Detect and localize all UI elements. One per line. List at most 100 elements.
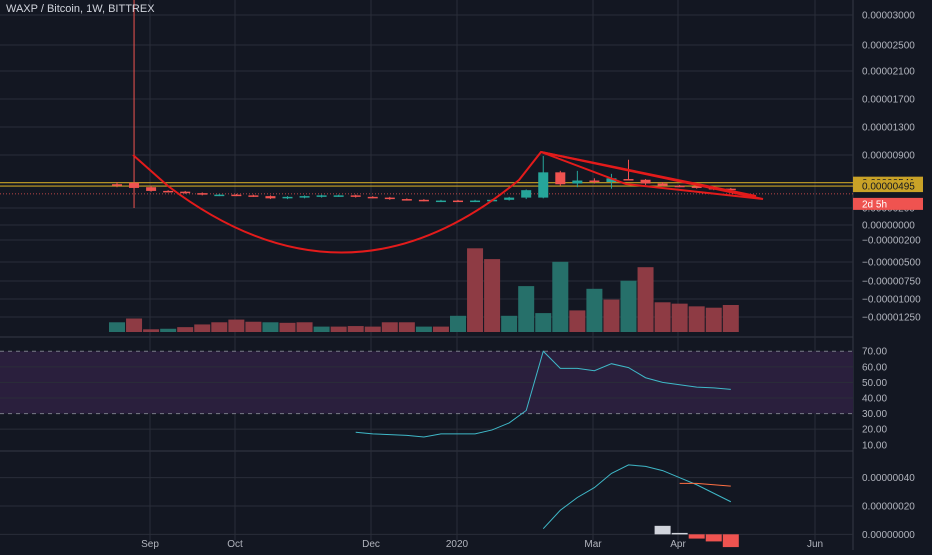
price-axis-label: 0.00000000 bbox=[862, 221, 915, 232]
price-axis-label: 0.00002100 bbox=[862, 67, 915, 78]
volume-bar bbox=[109, 322, 125, 332]
price-tag-label: 0.00000495 bbox=[862, 182, 915, 193]
candle-body bbox=[589, 180, 600, 183]
rsi-axis-label: 10.00 bbox=[862, 440, 887, 451]
volume-bar bbox=[501, 315, 518, 332]
price-axis-label: 0.00003000 bbox=[862, 11, 915, 22]
rsi-axis-label: 50.00 bbox=[862, 378, 887, 389]
volume-bar bbox=[620, 280, 637, 332]
price-tag-background bbox=[853, 197, 923, 210]
x-axis-label: Mar bbox=[584, 539, 602, 550]
volume-bar bbox=[228, 319, 245, 332]
volume-bar bbox=[671, 303, 688, 332]
volume-bar bbox=[398, 322, 415, 332]
candle-body bbox=[435, 200, 446, 203]
volume-bar bbox=[143, 329, 160, 332]
price-tag-label: 2d 5h bbox=[862, 199, 887, 210]
candle-body bbox=[657, 183, 668, 186]
volume-bar bbox=[262, 322, 279, 332]
volume-bar bbox=[313, 326, 330, 332]
candle-body bbox=[197, 193, 208, 195]
candle-body bbox=[572, 180, 583, 184]
volume-bar bbox=[245, 321, 262, 332]
rsi-axis-label: 40.00 bbox=[862, 394, 887, 405]
volume-bar bbox=[296, 322, 313, 332]
candle-body bbox=[316, 195, 327, 197]
x-axis-label: Jun bbox=[807, 539, 823, 550]
x-axis-label: Dec bbox=[362, 539, 380, 550]
volume-bar bbox=[330, 326, 347, 332]
volume-bar bbox=[211, 322, 228, 332]
volume-bar bbox=[603, 299, 620, 332]
price-axis-label: −0.00001000 bbox=[862, 295, 921, 306]
handle-wedge-drawing bbox=[540, 151, 764, 200]
volume-bar bbox=[194, 324, 211, 332]
macd-axis-label: 0.00000000 bbox=[862, 530, 915, 541]
volume-bar bbox=[381, 322, 398, 332]
volume-bar bbox=[347, 326, 364, 332]
volume-bar bbox=[535, 313, 552, 332]
rsi-axis-label: 70.00 bbox=[862, 347, 887, 358]
candle-body bbox=[129, 182, 140, 188]
x-axis-label: Apr bbox=[670, 539, 686, 550]
candle-body bbox=[640, 179, 651, 184]
macd-axis-label: 0.00000040 bbox=[862, 473, 915, 484]
macd-axis-label: 0.00000020 bbox=[862, 502, 915, 513]
rsi-axis-label: 20.00 bbox=[862, 425, 887, 436]
candle-body bbox=[350, 195, 361, 197]
candle-body bbox=[470, 200, 481, 203]
candle-body bbox=[401, 199, 412, 201]
candle-body bbox=[623, 179, 634, 181]
rsi-axis-label: 60.00 bbox=[862, 362, 887, 373]
rsi-axis-label: 30.00 bbox=[862, 409, 887, 420]
volume-bar bbox=[160, 328, 177, 332]
candle-body bbox=[367, 196, 378, 199]
chart-title: WAXP / Bitcoin, 1W, BITTREX bbox=[6, 3, 155, 15]
volume-bar bbox=[688, 306, 705, 332]
candle-body bbox=[691, 186, 702, 188]
cup-pattern-drawing bbox=[132, 150, 757, 254]
candle-body bbox=[282, 196, 293, 199]
signal-line bbox=[679, 482, 731, 487]
x-axis-label: Sep bbox=[141, 539, 159, 550]
candle-body bbox=[453, 200, 463, 203]
volume-bar bbox=[654, 302, 671, 332]
macd-histogram-bar bbox=[671, 532, 688, 535]
candle-body bbox=[112, 184, 122, 186]
candle-body bbox=[521, 190, 532, 198]
candle-body bbox=[674, 185, 685, 188]
volume-bar bbox=[415, 326, 432, 332]
volume-bar bbox=[586, 288, 603, 332]
volume-bar bbox=[432, 326, 449, 332]
volume-bar bbox=[484, 259, 501, 332]
candle-body bbox=[180, 191, 191, 194]
price-axis-label: 0.00002500 bbox=[862, 41, 915, 52]
candle-body bbox=[538, 172, 549, 198]
price-axis-label: 0.00001300 bbox=[862, 123, 915, 134]
volume-bar bbox=[637, 267, 654, 332]
volume-bar bbox=[552, 261, 569, 332]
candle-body bbox=[299, 196, 310, 198]
candle-body bbox=[231, 194, 242, 197]
candle-body bbox=[265, 196, 276, 199]
volume-bar bbox=[177, 327, 194, 332]
rsi-line bbox=[355, 350, 731, 438]
candle-body bbox=[418, 199, 429, 202]
price-axis-label: 0.00001700 bbox=[862, 95, 915, 106]
candle-body bbox=[214, 194, 225, 197]
volume-bar bbox=[364, 326, 381, 332]
candle-body bbox=[333, 195, 344, 197]
volume-bar bbox=[467, 248, 484, 332]
candle-body bbox=[725, 188, 736, 191]
macd-histogram-bar bbox=[722, 534, 739, 548]
price-axis-label: −0.00001250 bbox=[862, 313, 921, 324]
macd-histogram-bar bbox=[654, 525, 671, 535]
volume-bar bbox=[705, 307, 722, 332]
macd-histogram-bar bbox=[705, 534, 722, 542]
candle-body bbox=[248, 195, 259, 197]
price-axis-label: −0.00000200 bbox=[862, 236, 921, 247]
macd-line bbox=[542, 464, 732, 530]
price-axis-label: −0.00000500 bbox=[862, 258, 921, 269]
